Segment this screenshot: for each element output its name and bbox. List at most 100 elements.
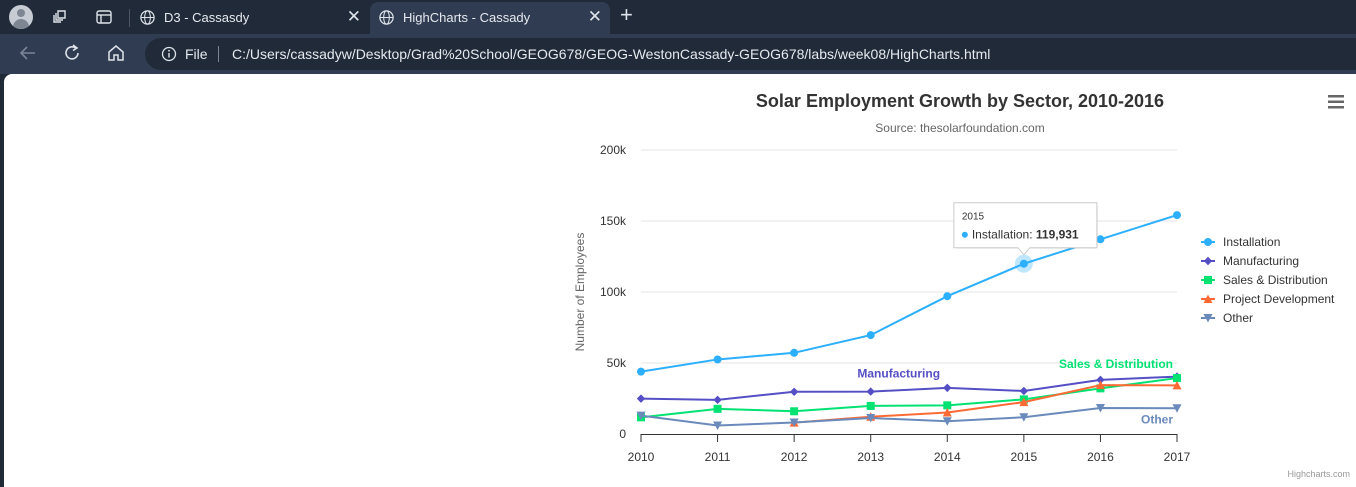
data-point xyxy=(942,408,952,417)
legend-label: Manufacturing xyxy=(1223,254,1299,268)
legend-symbol xyxy=(1203,256,1213,266)
legend-item[interactable]: Installation xyxy=(1201,235,1280,249)
x-tick-label: 2017 xyxy=(1164,450,1191,464)
legend-label: Project Development xyxy=(1223,292,1335,306)
data-point xyxy=(866,331,875,340)
legend-item[interactable]: Other xyxy=(1201,311,1253,325)
legend: Installation Manufacturing Sales & Distrib… xyxy=(1201,235,1335,325)
close-tab-icon[interactable]: ✕ xyxy=(587,7,602,26)
y-tick-label: 0 xyxy=(619,427,626,441)
profile-avatar-icon[interactable] xyxy=(9,5,33,29)
legend-item[interactable]: Project Development xyxy=(1201,292,1335,306)
data-point xyxy=(636,411,646,421)
annotation-label: Other xyxy=(1141,412,1173,426)
tooltip-bullet xyxy=(961,231,968,238)
info-icon[interactable] xyxy=(161,46,177,62)
y-axis-title: Number of Employees xyxy=(573,233,587,352)
data-point xyxy=(713,395,722,405)
url-separator xyxy=(218,46,219,62)
tooltip-header: 2015 xyxy=(962,212,985,223)
x-tick-label: 2013 xyxy=(857,450,884,464)
page-content: Solar Employment Growth by Sector, 2010-… xyxy=(4,74,1356,487)
data-point xyxy=(1173,211,1181,220)
data-point xyxy=(636,394,646,403)
data-point xyxy=(943,401,952,410)
data-point xyxy=(789,387,799,396)
data-point xyxy=(1095,380,1105,390)
data-point xyxy=(866,401,875,410)
legend-symbol xyxy=(1203,314,1213,323)
workspaces-icon[interactable] xyxy=(52,8,70,26)
address-toolbar: File C:/Users/cassadyw/Desktop/Grad%20Sc… xyxy=(0,34,1356,74)
data-point xyxy=(1019,413,1029,422)
annotation-label: Manufacturing xyxy=(857,367,940,381)
data-point xyxy=(942,417,952,426)
series-installation xyxy=(637,211,1181,376)
data-point xyxy=(637,367,645,376)
scheme-label: File xyxy=(185,46,208,62)
address-bar[interactable]: File C:/Users/cassadyw/Desktop/Grad%20Sc… xyxy=(145,38,1356,70)
data-point xyxy=(1019,259,1028,268)
globe-icon xyxy=(140,10,155,25)
legend-label: Sales & Distribution xyxy=(1223,273,1328,287)
x-tick-label: 2012 xyxy=(781,450,808,464)
series-other xyxy=(636,404,1182,431)
data-point xyxy=(1173,374,1181,383)
y-tick-label: 50k xyxy=(607,356,627,370)
tooltip-body: Installation: 119,931 xyxy=(972,228,1079,242)
tooltip-box xyxy=(953,202,1098,256)
series-annotations: Manufacturing Sales & Distribution Other xyxy=(857,357,1173,426)
data-point xyxy=(713,421,723,431)
data-point xyxy=(790,407,799,416)
home-icon[interactable] xyxy=(105,42,127,64)
hamburger-menu-icon[interactable] xyxy=(1328,95,1344,109)
url-text[interactable]: C:/Users/cassadyw/Desktop/Grad%20School/… xyxy=(232,46,991,62)
legend-label: Other xyxy=(1223,311,1253,325)
refresh-icon[interactable] xyxy=(61,42,83,64)
close-tab-icon[interactable]: ✕ xyxy=(346,7,361,26)
series-group xyxy=(636,211,1182,431)
x-tick-label: 2016 xyxy=(1087,450,1114,464)
data-point xyxy=(1096,375,1105,385)
data-point xyxy=(790,348,799,357)
legend-item[interactable]: Manufacturing xyxy=(1201,254,1299,268)
x-tick-label: 2011 xyxy=(705,450,731,464)
series-line xyxy=(640,377,1178,419)
series-line xyxy=(640,375,1178,401)
back-icon[interactable] xyxy=(17,42,39,64)
new-tab-icon[interactable]: + xyxy=(620,2,633,27)
line-chart: Solar Employment Growth by Sector, 2010-… xyxy=(573,91,1350,479)
data-point xyxy=(1172,404,1182,413)
tab-separator xyxy=(129,9,130,27)
legend-item[interactable]: Sales & Distribution xyxy=(1201,273,1328,287)
x-tick-label: 2015 xyxy=(1011,450,1038,464)
y-tick-label: 100k xyxy=(600,285,627,299)
tooltip: 2015 Installation: 119,931 xyxy=(953,202,1098,256)
chart-subtitle: Source: thesolarfoundation.com xyxy=(875,121,1044,135)
tab-d3[interactable]: D3 - Cassasdy ✕ xyxy=(131,2,369,34)
data-point xyxy=(943,383,952,393)
tab-strip: D3 - Cassasdy ✕ HighCharts - Cassady ✕ + xyxy=(0,0,1356,34)
tab-actions-icon[interactable] xyxy=(95,8,113,26)
credits-link[interactable]: Highcharts.com xyxy=(1287,469,1350,479)
tab-title: HighCharts - Cassady xyxy=(403,10,531,25)
tab-title: D3 - Cassasdy xyxy=(164,10,250,25)
data-point xyxy=(866,414,876,423)
data-point xyxy=(1096,235,1105,244)
data-point xyxy=(1095,404,1105,413)
y-tick-label: 150k xyxy=(600,214,627,228)
data-point xyxy=(1172,380,1182,390)
data-point xyxy=(1019,386,1029,396)
data-point xyxy=(713,355,722,364)
legend-symbol xyxy=(1204,276,1212,284)
legend-symbol xyxy=(1203,294,1213,303)
data-point xyxy=(713,404,722,413)
data-point xyxy=(1019,397,1029,407)
grid-lines xyxy=(641,149,1177,364)
annotation-label: Sales & Distribution xyxy=(1059,357,1173,371)
x-axis: 2010 2011 2012 2013 2014 2015 2016 2017 xyxy=(628,434,1191,464)
data-point xyxy=(789,418,799,427)
legend-symbol xyxy=(1204,238,1212,246)
data-point xyxy=(866,387,875,396)
tab-highcharts[interactable]: HighCharts - Cassady ✕ xyxy=(370,2,610,34)
